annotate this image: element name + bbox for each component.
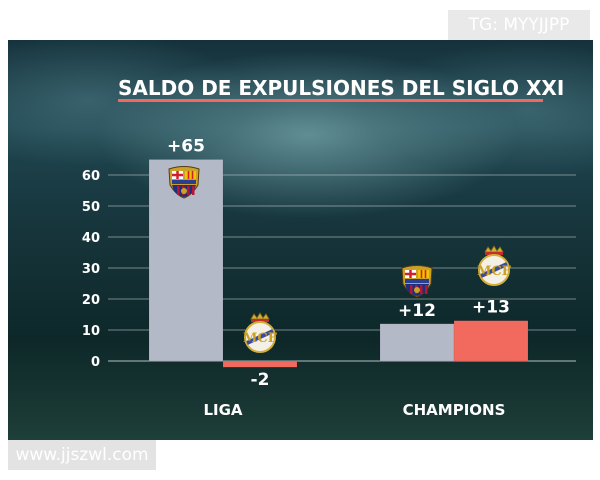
chart-svg: 0 10 20 30 40 50 60 MCF MCF +65 -2 LIGA +12 +13 CHAM… <box>8 76 593 440</box>
bar-real_madrid-liga <box>222 360 298 368</box>
y-tick-label: 0 <box>91 355 100 370</box>
data-label: -2 <box>251 370 270 390</box>
real-madrid-crest-icon: MCF <box>477 245 512 286</box>
barcelona-crest-icon <box>401 265 433 298</box>
x-category-label: LIGA <box>203 401 242 419</box>
watermark-bottom: www.jjszwl.com <box>8 440 156 470</box>
data-label: +13 <box>472 298 510 318</box>
title-underline <box>118 99 543 102</box>
watermark-top: TG: MYYJJPP <box>448 10 590 40</box>
data-label: +65 <box>167 137 205 157</box>
y-tick-label: 30 <box>82 262 100 277</box>
y-tick-label: 40 <box>82 231 100 246</box>
y-tick-label: 60 <box>82 169 100 184</box>
y-tick-label: 50 <box>82 200 100 215</box>
chart-panel: 0 10 20 30 40 50 60 MCF MCF +65 -2 LIGA +12 +13 CHAM… <box>8 40 593 440</box>
y-tick-label: 10 <box>82 324 100 339</box>
barcelona-crest-icon <box>168 166 200 199</box>
x-category-label: CHAMPIONS <box>403 401 506 419</box>
bars-layer <box>148 159 529 368</box>
data-label: +12 <box>398 301 436 321</box>
chart-title: SALDO DE EXPULSIONES DEL SIGLO XXI <box>118 76 564 100</box>
svg-text:MCF: MCF <box>477 264 512 279</box>
svg-text:MCF: MCF <box>243 331 278 346</box>
bar-real_madrid-champions <box>453 320 529 362</box>
y-tick-label: 20 <box>82 293 100 308</box>
bar-barcelona-champions <box>379 323 455 362</box>
crests-layer: MCF MCF <box>168 166 512 353</box>
labels-layer: +65 -2 LIGA +12 +13 CHAMPIONS <box>167 137 510 420</box>
real-madrid-crest-icon: MCF <box>243 312 278 353</box>
